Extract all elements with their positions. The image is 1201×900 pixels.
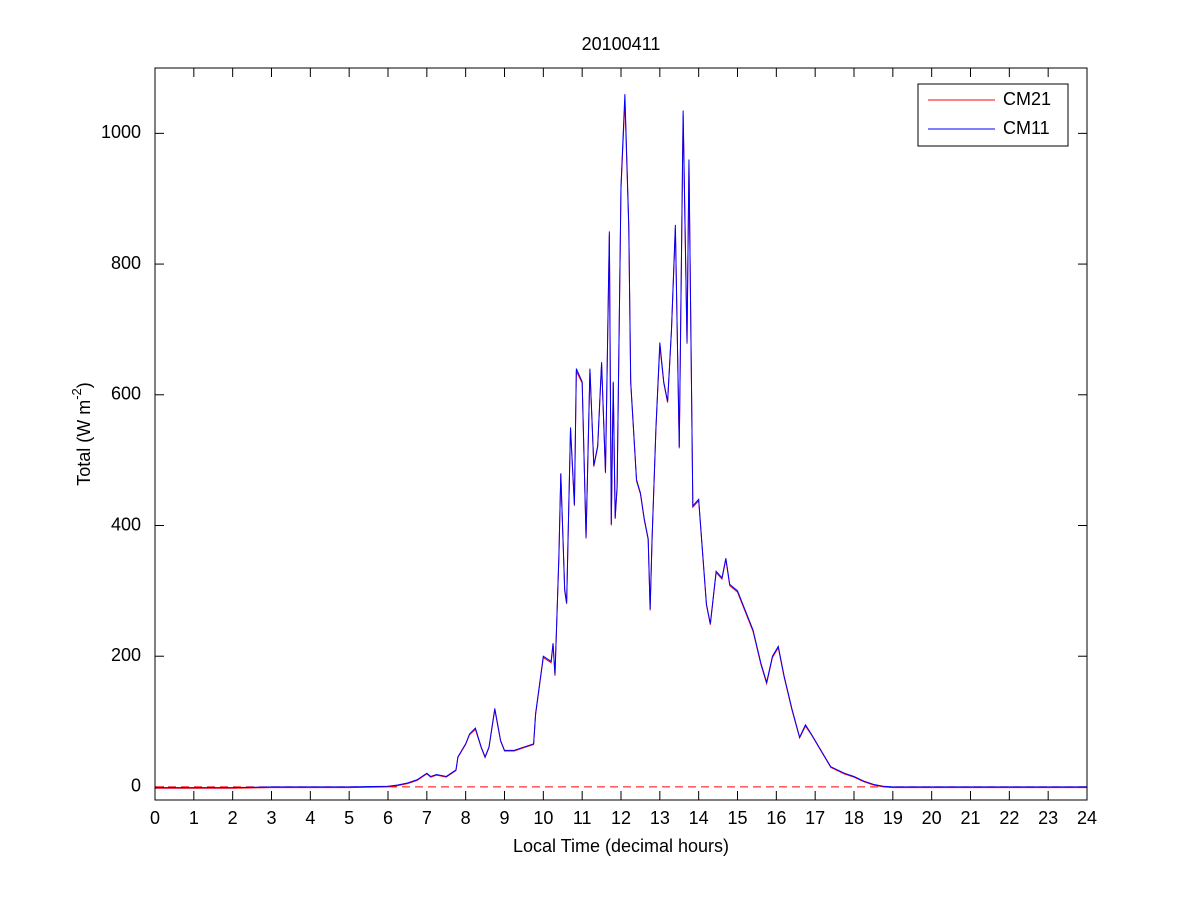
y-tick-label: 200: [111, 645, 141, 665]
x-tick-label: 3: [266, 808, 276, 828]
legend-box: [917, 83, 1069, 147]
x-tick-label: 20: [922, 808, 942, 828]
x-tick-label: 15: [727, 808, 747, 828]
legend-label: CM21: [1003, 89, 1051, 109]
y-tick-label: 1000: [101, 122, 141, 142]
y-tick-label: 600: [111, 384, 141, 404]
y-axis-label: Total (W m-2): [69, 382, 94, 486]
y-tick-label: 800: [111, 253, 141, 273]
y-tick-label: 0: [131, 776, 141, 796]
x-tick-label: 18: [844, 808, 864, 828]
x-tick-label: 24: [1077, 808, 1097, 828]
x-tick-label: 19: [883, 808, 903, 828]
x-tick-label: 1: [189, 808, 199, 828]
x-tick-label: 16: [766, 808, 786, 828]
x-tick-label: 12: [611, 808, 631, 828]
y-label-end: ): [74, 382, 94, 388]
legend-label: CM11: [1003, 118, 1050, 138]
x-tick-label: 5: [344, 808, 354, 828]
x-tick-label: 13: [650, 808, 670, 828]
x-axis-label: Local Time (decimal hours): [513, 836, 729, 856]
x-tick-label: 11: [573, 808, 592, 828]
x-tick-label: 17: [805, 808, 825, 828]
x-tick-label: 0: [150, 808, 160, 828]
x-tick-label: 14: [689, 808, 709, 828]
x-tick-label: 7: [422, 808, 432, 828]
y-tick-label: 400: [111, 514, 141, 534]
x-tick-label: 22: [999, 808, 1019, 828]
x-tick-label: 2: [228, 808, 238, 828]
x-tick-label: 9: [499, 808, 509, 828]
x-tick-label: 23: [1038, 808, 1058, 828]
y-label-text: Total (W m: [74, 400, 94, 486]
plot-frame: [154, 67, 1088, 801]
x-tick-label: 8: [461, 808, 471, 828]
series-line: [155, 94, 1087, 789]
x-tick-label: 4: [305, 808, 315, 828]
x-tick-label: 21: [960, 808, 980, 828]
chart-title: 20100411: [582, 34, 661, 54]
y-label-exponent: -2: [69, 388, 84, 400]
x-tick-label: 10: [533, 808, 553, 828]
x-tick-label: 6: [383, 808, 393, 828]
